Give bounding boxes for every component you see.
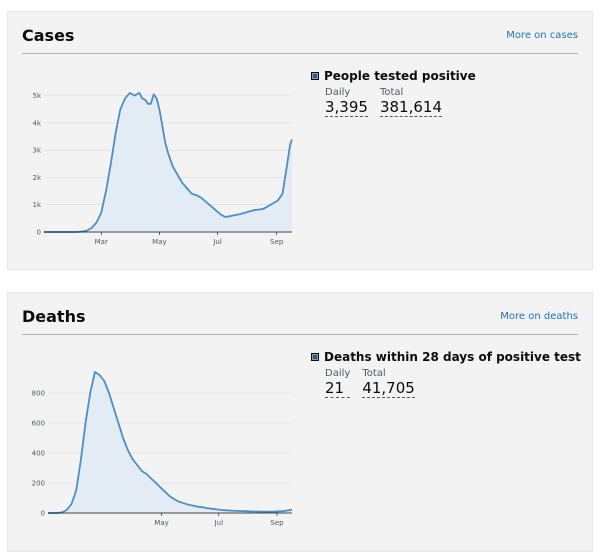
deaths-daily-value[interactable]: 21 <box>325 379 351 398</box>
y-tick-label: 2k <box>32 174 41 182</box>
y-tick-label: 200 <box>32 480 45 488</box>
y-tick-label: 3k <box>32 147 41 155</box>
x-tick-label: May <box>152 238 166 246</box>
series-area <box>44 92 292 233</box>
y-tick-label: 5k <box>32 92 41 100</box>
y-tick-label: 0 <box>37 229 41 237</box>
deaths-total-value[interactable]: 41,705 <box>362 379 415 398</box>
series-line <box>44 92 293 233</box>
y-tick-label: 400 <box>32 450 45 458</box>
y-tick-label: 1k <box>32 201 41 209</box>
cases-daily-value[interactable]: 3,395 <box>325 98 368 117</box>
chart-legend-square-icon <box>311 72 319 80</box>
y-tick-label: 4k <box>32 119 41 127</box>
series-line <box>48 371 293 514</box>
x-tick-label: Jul <box>212 238 222 246</box>
x-tick-label: Mar <box>95 238 108 246</box>
more-on-cases-link[interactable]: More on cases <box>506 30 578 41</box>
cases-chart: 0 1k 2k 3k 4k 5k Mar May Jul Sep <box>22 74 302 253</box>
deaths-metric: Deaths within 28 days of positive test D… <box>311 350 581 398</box>
series-area <box>48 372 292 513</box>
x-tick-label: May <box>154 519 168 527</box>
x-tick-label: Sep <box>270 519 284 527</box>
cases-chart-svg: 0 1k 2k 3k 4k 5k Mar May Jul Sep <box>32 92 293 246</box>
cases-total-value[interactable]: 381,614 <box>379 98 442 117</box>
y-tick-label: 800 <box>32 390 45 398</box>
cases-daily-label: Daily <box>325 87 351 98</box>
cases-metric-label: People tested positive <box>324 69 476 83</box>
deaths-chart: 0 200 400 600 800 May Jul Sep <box>22 355 302 534</box>
x-tick-label: Jul <box>214 519 224 527</box>
deaths-divider <box>22 334 578 335</box>
chart-legend-square-icon <box>311 353 319 361</box>
cases-metric: People tested positive Daily 3,395 Total… <box>311 69 476 117</box>
y-tick-label: 600 <box>32 420 45 428</box>
deaths-chart-svg: 0 200 400 600 800 May Jul Sep <box>32 371 293 527</box>
deaths-daily-label: Daily <box>325 368 351 379</box>
more-on-deaths-link[interactable]: More on deaths <box>500 311 578 322</box>
cases-total-label: Total <box>379 87 404 98</box>
y-tick-label: 0 <box>41 510 45 518</box>
deaths-title: Deaths <box>22 307 86 326</box>
deaths-card: Deaths More on deaths 0 200 400 600 800 May Ju… <box>7 292 593 552</box>
cases-title: Cases <box>22 26 75 45</box>
cases-card: Cases More on cases 0 1k 2k 3k 4k 5k Mar May Jul… <box>7 11 593 270</box>
deaths-metric-label: Deaths within 28 days of positive test <box>324 350 581 364</box>
x-tick-label: Sep <box>270 238 284 246</box>
cases-divider <box>22 53 578 54</box>
deaths-total-label: Total <box>362 368 386 379</box>
